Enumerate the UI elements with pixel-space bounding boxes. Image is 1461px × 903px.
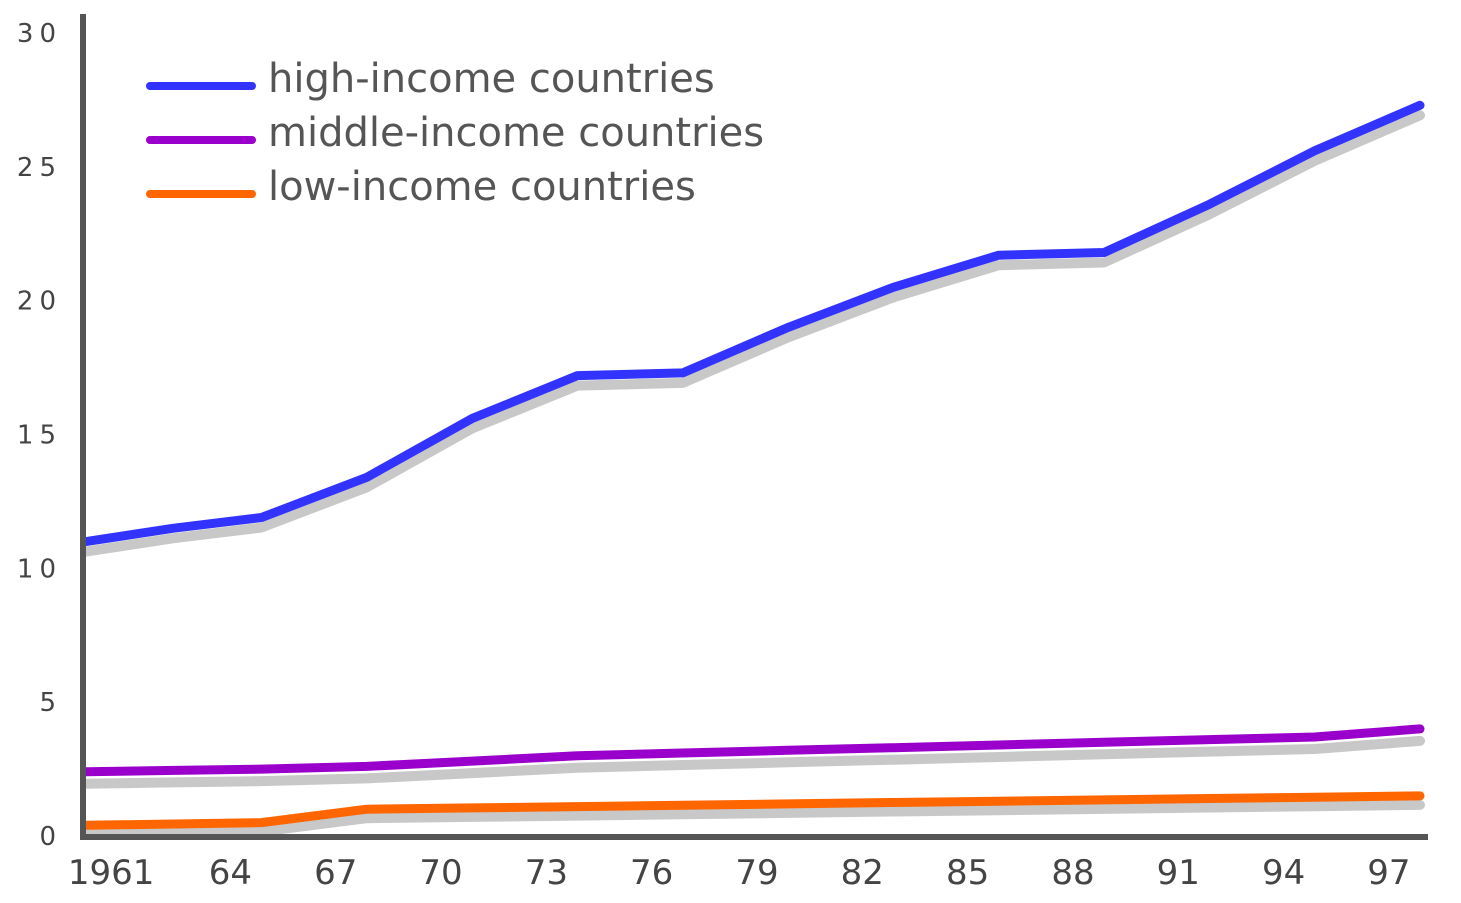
series-line-0 [81,100,1425,547]
x-tick-label: 88 [1051,853,1094,893]
legend: high-income countries middle-income count… [146,56,764,210]
legend-label: low-income countries [268,164,696,210]
series-line-1 [81,724,1425,777]
x-tick-label: 70 [419,853,462,893]
series-shadow [81,110,1425,557]
y-tick-label: 30 [17,19,62,49]
axes [80,14,1428,840]
x-tick-label: 94 [1262,853,1305,893]
y-tick-label: 0 [39,822,62,852]
series-shadows [81,110,1425,840]
y-tick-label: 10 [17,554,62,584]
x-tick-label: 82 [841,853,884,893]
series-lines [81,100,1425,830]
legend-label: middle-income countries [268,110,764,156]
legend-label: high-income countries [268,56,715,102]
x-tick-label: 91 [1157,853,1200,893]
x-tick-label: 85 [946,853,989,893]
series-shadow [81,799,1425,840]
x-tick-label: 1961 [68,853,155,893]
x-tick-label: 64 [209,853,252,893]
x-tick-label: 76 [630,853,673,893]
x-tick-label: 73 [525,853,568,893]
x-tick-label: 79 [735,853,778,893]
x-tick-label: 97 [1367,853,1410,893]
x-tick-label: 67 [314,853,357,893]
x-axis-ticks: 1961 64 67 70 73 76 79 82 85 88 91 94 97 [68,853,1411,893]
y-tick-label: 25 [17,153,62,183]
y-tick-label: 5 [39,688,62,718]
y-tick-label: 15 [17,421,62,451]
y-tick-label: 20 [17,287,62,317]
y-axis-ticks: 0 5 10 15 20 25 30 [17,19,62,852]
series-shadow [81,735,1425,789]
series-line-2 [81,791,1425,830]
